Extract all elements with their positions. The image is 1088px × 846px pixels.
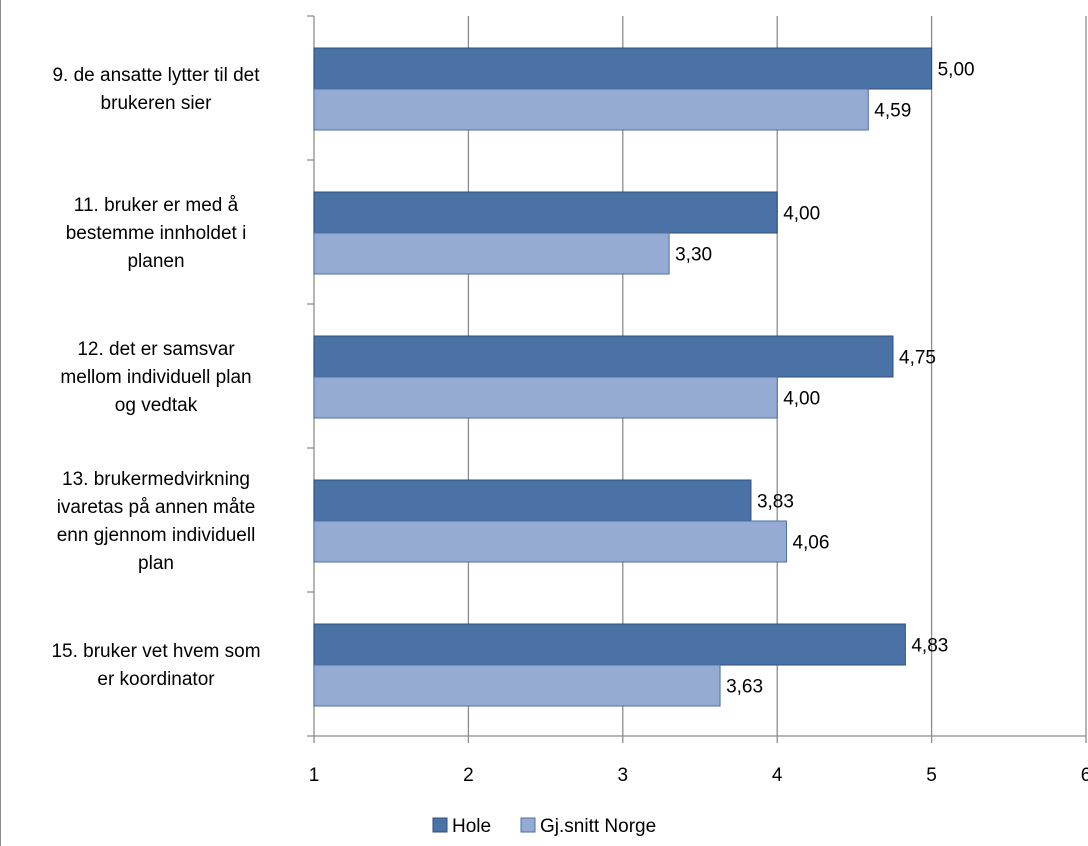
bar-norge-3 xyxy=(313,520,787,563)
category-label-line: mellom individuell plan xyxy=(60,367,251,388)
bar-norge-4 xyxy=(313,664,721,707)
legend-swatch-norge xyxy=(520,817,536,833)
x-tick-label-5: 5 xyxy=(926,765,937,786)
category-label-line: 9. de ansatte lytter til det xyxy=(52,65,260,86)
category-label-2: 12. det er samsvar mellom individuell pla… xyxy=(60,339,251,416)
x-tick-label-2: 2 xyxy=(463,765,474,786)
category-label-line: planen xyxy=(127,251,184,272)
bar-norge-2 xyxy=(313,376,778,419)
data-label-hole-4: 4,83 xyxy=(911,636,948,657)
x-tick-label-3: 3 xyxy=(618,765,629,786)
x-tick-label-4: 4 xyxy=(772,765,783,786)
data-labels: 5,00 4,59 4,00 3,30 4,75 4,00 3,83 4,06 4,83 3,63 xyxy=(675,60,974,698)
data-label-norge-3: 4,06 xyxy=(792,533,829,554)
category-label-line: enn gjennom individuell xyxy=(57,525,256,546)
category-label-line: plan xyxy=(138,553,174,574)
bar-norge-0 xyxy=(313,88,869,131)
category-label-line: bestemme innholdet i xyxy=(66,223,247,244)
bar-norge-1 xyxy=(313,232,670,275)
data-label-norge-2: 4,00 xyxy=(783,389,820,410)
x-tick-labels: 1 2 3 4 5 6 xyxy=(309,765,1088,786)
category-label-4: 15. bruker vet hvem som er koordinator xyxy=(51,641,260,690)
x-tick-label-6: 6 xyxy=(1081,765,1088,786)
data-label-norge-4: 3,63 xyxy=(726,677,763,698)
category-label-line: er koordinator xyxy=(97,669,215,690)
bar-hole-0 xyxy=(313,47,933,90)
category-label-3: 13. brukermedvirkning ivaretas på annen m… xyxy=(57,469,256,574)
data-label-norge-0: 4,59 xyxy=(874,101,911,122)
category-label-line: 12. det er samsvar xyxy=(77,339,235,360)
category-label-line: brukeren sier xyxy=(101,93,213,114)
legend-label-hole: Hole xyxy=(452,816,491,837)
data-label-hole-3: 3,83 xyxy=(757,492,794,513)
bars xyxy=(313,47,933,707)
category-label-line: 15. bruker vet hvem som xyxy=(51,641,260,662)
bar-hole-4 xyxy=(313,623,906,666)
legend-label-norge: Gj.snitt Norge xyxy=(540,816,656,837)
data-label-hole-1: 4,00 xyxy=(783,204,820,225)
legend: Hole Gj.snitt Norge xyxy=(432,816,656,837)
category-label-1: 11. bruker er med å bestemme innholdet i p… xyxy=(66,195,247,272)
category-label-0: 9. de ansatte lytter til det brukeren sie… xyxy=(52,65,260,114)
bar-hole-3 xyxy=(313,479,752,522)
data-label-hole-2: 4,75 xyxy=(899,348,936,369)
category-labels: 9. de ansatte lytter til det brukeren sie… xyxy=(51,65,260,690)
data-label-hole-0: 5,00 xyxy=(938,60,975,81)
x-tick-label-1: 1 xyxy=(309,765,320,786)
category-label-line: 13. brukermedvirkning xyxy=(62,469,250,490)
bar-hole-2 xyxy=(313,335,894,378)
category-label-line: ivaretas på annen måte xyxy=(57,497,256,518)
legend-swatch-hole xyxy=(432,817,448,833)
data-label-norge-1: 3,30 xyxy=(675,245,712,266)
bar-hole-1 xyxy=(313,191,778,234)
category-label-line: 11. bruker er med å xyxy=(74,195,239,216)
category-label-line: og vedtak xyxy=(115,395,198,416)
